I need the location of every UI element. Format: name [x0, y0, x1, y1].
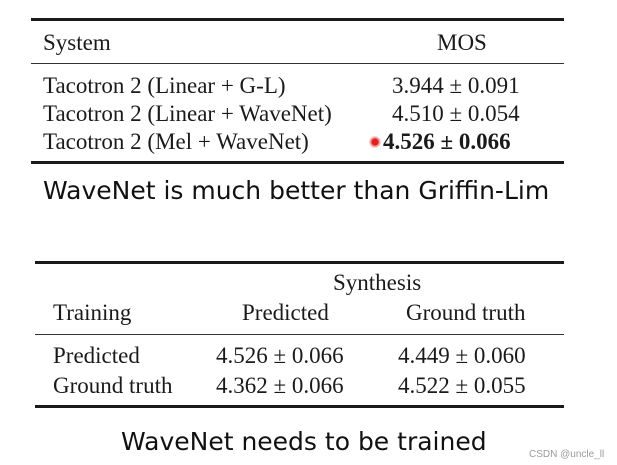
table1-row3-system: Tacotron 2 (Mel + WaveNet) [43, 129, 309, 154]
table2-bottom-rule [35, 405, 564, 408]
table1-row2-mos: 4.510 ± 0.054 [392, 101, 520, 126]
table2-row2-ground-truth: 4.522 ± 0.055 [398, 373, 526, 398]
table2-row1-training: Predicted [53, 343, 140, 368]
table2-header-training: Training [53, 300, 132, 325]
table2-row2-predicted: 4.362 ± 0.066 [216, 373, 344, 398]
table1-row1-mos: 3.944 ± 0.091 [392, 73, 520, 98]
table2-row1-predicted: 4.526 ± 0.066 [216, 343, 344, 368]
table1-row1-system: Tacotron 2 (Linear + G-L) [43, 73, 286, 98]
table2-mid-rule [35, 334, 564, 335]
table1-header-mos: MOS [437, 30, 487, 55]
caption-griffin-lim: WaveNet is much better than Griffin-Lim [43, 176, 550, 205]
table1-header-system: System [43, 30, 111, 55]
table1-row2-system: Tacotron 2 (Linear + WaveNet) [43, 101, 332, 126]
table2-row2-training: Ground truth [53, 373, 173, 398]
table2-header-predicted: Predicted [242, 300, 329, 325]
table2-top-rule [35, 261, 564, 264]
table2-group-header-synthesis: Synthesis [333, 270, 422, 295]
table1-mid-rule [31, 63, 564, 64]
watermark-text: CSDN @uncle_ll [529, 449, 605, 460]
table2-header-ground-truth: Ground truth [406, 300, 526, 325]
table1-bottom-rule [31, 161, 564, 164]
caption-wavenet-trained: WaveNet needs to be trained [121, 427, 487, 456]
table1-row3-mos: 4.526 ± 0.066 [383, 129, 511, 154]
red-pointer-dot-icon [369, 136, 381, 148]
table1-top-rule [31, 18, 564, 21]
table2-row1-ground-truth: 4.449 ± 0.060 [398, 343, 526, 368]
